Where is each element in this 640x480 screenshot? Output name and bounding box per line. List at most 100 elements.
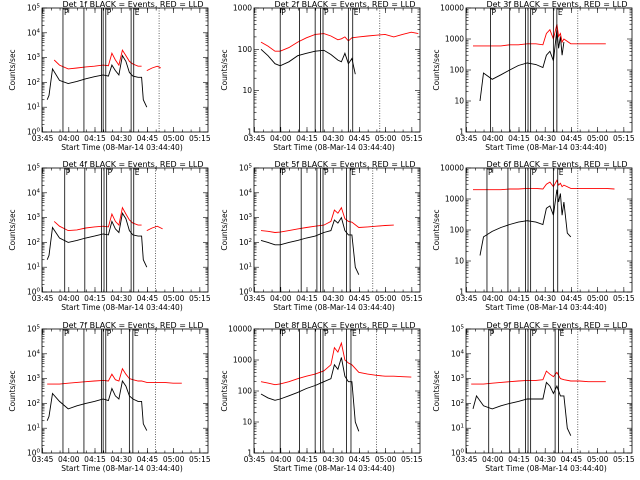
plot-frame: [253, 7, 421, 133]
y-tick-label: 101: [239, 263, 252, 272]
x-tick-label: 04:15: [508, 134, 530, 143]
y-tick-label: 1: [459, 128, 464, 137]
x-tick-label: 03:45: [456, 134, 478, 143]
flag-label: P: [324, 8, 329, 17]
x-tick-label: 04:15: [296, 455, 318, 464]
events-series-line: [46, 379, 148, 431]
y-tick-label: 103: [239, 213, 253, 222]
x-tick-label: 04:45: [349, 455, 371, 464]
events-series-line: [260, 216, 360, 275]
x-axis-label: Start Time (08-Mar-14 03:44:40): [273, 303, 395, 312]
x-tick-label: 04:00: [58, 134, 80, 143]
y-tick-label: 10: [242, 86, 252, 95]
flag-label: P: [490, 329, 495, 338]
y-tick-label: 105: [27, 164, 41, 173]
x-tick-label: 05:00: [587, 134, 609, 143]
x-tick-label: 04:45: [137, 134, 159, 143]
flag-label: P: [281, 329, 286, 338]
y-tick-label: 102: [27, 238, 40, 247]
x-tick-label: 05:00: [163, 134, 185, 143]
lld-series-line: [146, 65, 162, 72]
x-axis-label: Start Time (08-Mar-14 03:44:40): [61, 143, 183, 152]
y-tick-label: 10000: [440, 4, 464, 13]
y-axis-label: Counts/sec: [220, 209, 229, 250]
x-tick-label: 04:00: [270, 455, 292, 464]
flag-label: P: [107, 8, 112, 17]
x-tick-label: 05:00: [163, 455, 185, 464]
flag-label: P: [107, 329, 112, 338]
y-tick-label: 100: [450, 66, 465, 75]
x-tick-label: 04:30: [534, 455, 556, 464]
x-tick-label: 03:45: [32, 134, 54, 143]
y-axis-label: Counts/sec: [220, 370, 229, 411]
y-tick-label: 100: [451, 449, 465, 458]
lld-series-line: [471, 370, 606, 385]
flag-label: E: [558, 8, 563, 17]
x-axis-label: Start Time (08-Mar-14 03:44:40): [485, 143, 607, 152]
x-tick-label: 05:00: [587, 455, 609, 464]
flag-label: P: [532, 8, 537, 17]
y-tick-label: 103: [451, 374, 465, 383]
y-axis-label: Counts/sec: [432, 49, 441, 90]
flag-label: P: [281, 8, 286, 17]
events-series-line: [479, 29, 565, 102]
flag-label: P: [108, 168, 113, 177]
lld-series-line: [473, 24, 606, 47]
x-tick-label: 04:30: [322, 455, 344, 464]
x-tick-label: 04:30: [110, 455, 132, 464]
y-tick-label: 101: [27, 263, 40, 272]
chart-title: Det 6f BLACK = Events, RED = LLD: [486, 160, 627, 169]
y-tick-label: 102: [451, 399, 464, 408]
x-tick-label: 03:45: [32, 294, 54, 303]
y-tick-label: 105: [27, 4, 41, 13]
events-series-line: [260, 48, 356, 75]
x-tick-label: 04:30: [534, 134, 556, 143]
x-axis-label: Start Time (08-Mar-14 03:44:40): [61, 464, 183, 473]
y-tick-label: 104: [27, 188, 41, 197]
y-tick-label: 105: [27, 325, 41, 334]
y-tick-label: 103: [27, 53, 41, 62]
x-tick-label: 05:15: [189, 134, 211, 143]
x-tick-label: 05:00: [375, 455, 397, 464]
plot-frame: [253, 328, 421, 454]
chart-title: Det 4f BLACK = Events, RED = LLD: [62, 160, 203, 169]
y-axis-label: Counts/sec: [432, 209, 441, 250]
x-tick-label: 04:30: [110, 294, 132, 303]
flag-label: E: [351, 168, 356, 177]
y-tick-label: 104: [27, 349, 41, 358]
flag-label: P: [281, 168, 286, 177]
flag-label: E: [352, 329, 357, 338]
x-tick-label: 05:00: [163, 294, 185, 303]
chart-title: Det 1f BLACK = Events, RED = LLD: [62, 0, 203, 9]
x-axis-label: Start Time (08-Mar-14 03:44:40): [485, 464, 607, 473]
y-tick-label: 100: [239, 288, 253, 297]
flag-label: E: [135, 168, 140, 177]
x-tick-label: 04:15: [84, 134, 106, 143]
y-tick-label: 104: [239, 188, 253, 197]
x-tick-label: 04:15: [84, 455, 106, 464]
events-series-line: [479, 189, 572, 256]
y-tick-label: 103: [27, 374, 41, 383]
x-tick-label: 04:45: [349, 294, 371, 303]
y-tick-label: 102: [239, 238, 252, 247]
x-tick-label: 04:00: [58, 294, 80, 303]
y-tick-label: 102: [27, 399, 40, 408]
flag-label: E: [135, 8, 140, 17]
x-tick-label: 04:30: [110, 134, 132, 143]
x-axis-label: Start Time (08-Mar-14 03:44:40): [273, 143, 395, 152]
chart-title: Det 9f BLACK = Events, RED = LLD: [486, 321, 627, 330]
x-tick-label: 03:45: [244, 455, 266, 464]
y-tick-label: 101: [27, 103, 40, 112]
y-tick-label: 1: [459, 288, 464, 297]
x-tick-label: 04:30: [534, 294, 556, 303]
flag-label: E: [134, 329, 139, 338]
flag-label: P: [488, 168, 493, 177]
plot-frame: [465, 167, 633, 293]
x-axis-label: Start Time (08-Mar-14 03:44:40): [61, 303, 183, 312]
y-tick-label: 101: [27, 424, 40, 433]
